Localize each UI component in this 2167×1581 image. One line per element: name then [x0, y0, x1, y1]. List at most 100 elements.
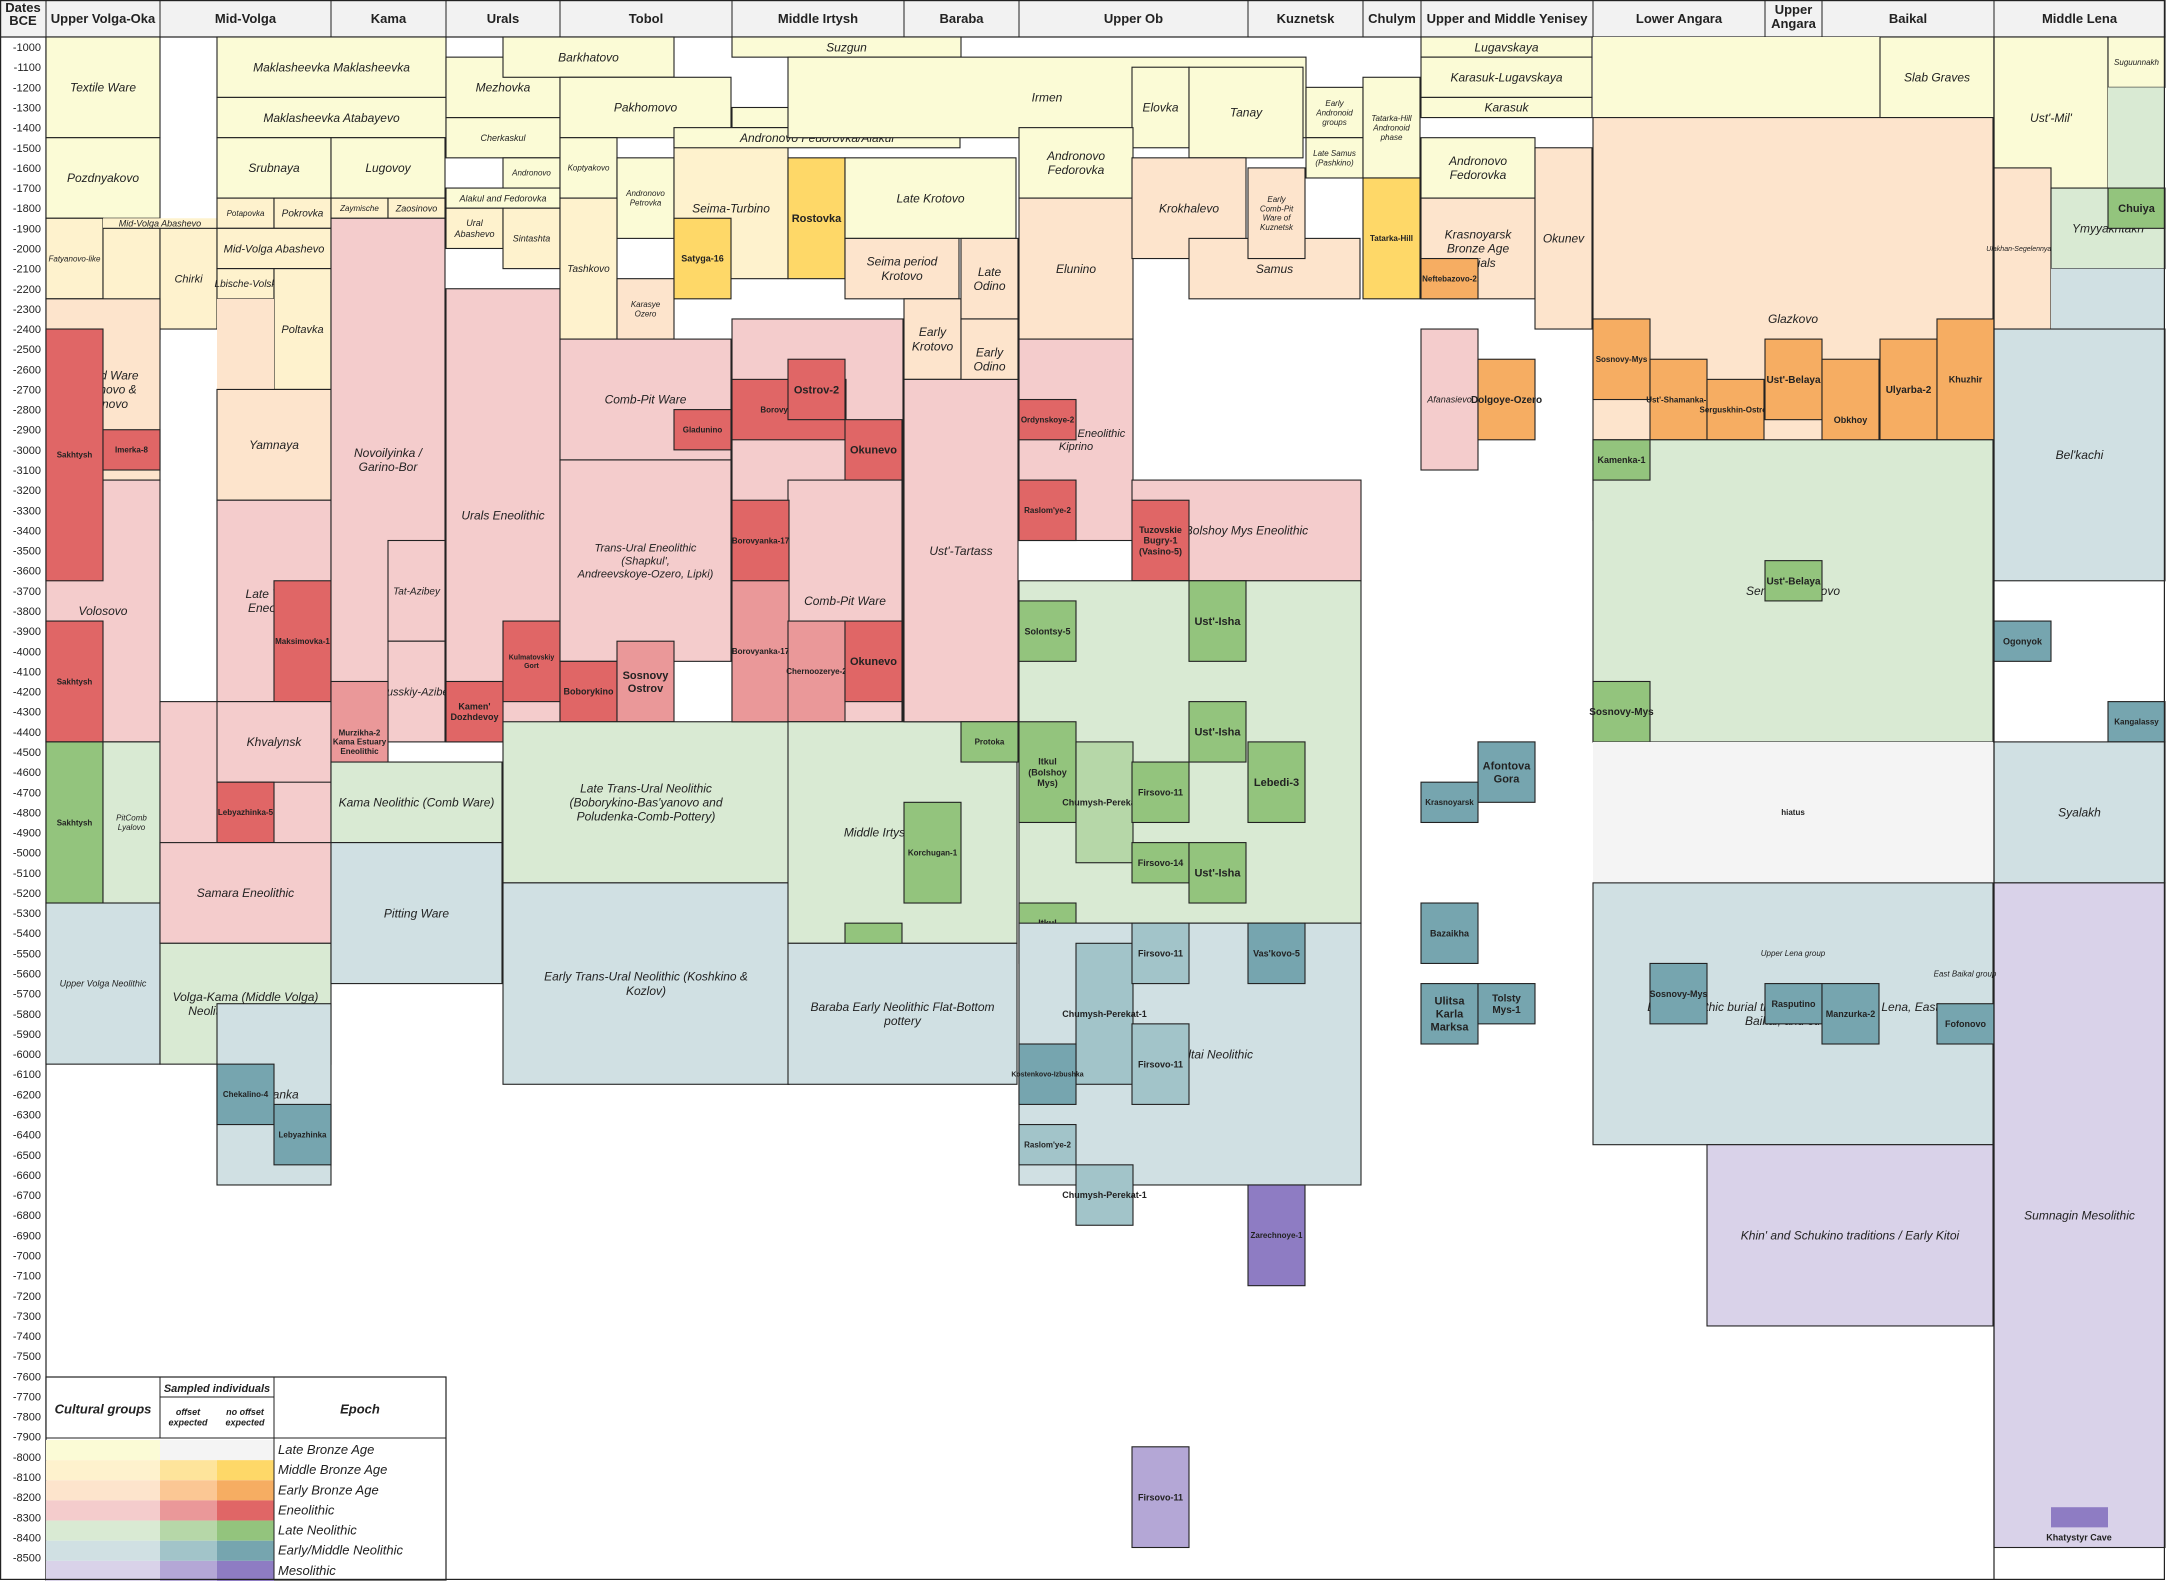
culture-block [45, 620, 104, 743]
culture-label: Lugavskaya [1474, 40, 1538, 54]
culture-block [1420, 96, 1593, 119]
culture-label: Early Trans-Ural Neolithic (Koshkino & Ko… [544, 970, 748, 998]
culture-block [45, 741, 104, 904]
axis-tick-label: -6000 [13, 1049, 41, 1061]
culture-label: Cherkaskul [480, 133, 526, 143]
axis-tick-label: -4400 [13, 727, 41, 739]
culture-label: Comb-Pit Ware [605, 393, 687, 407]
site-label: Sosnovy-Mys [1596, 355, 1648, 364]
culture-block [616, 278, 675, 340]
culture-block [1247, 167, 1306, 260]
site-label: Sosnovy-Mys [1649, 989, 1707, 999]
culture-block [387, 640, 446, 743]
axis-tick-label: -1100 [14, 62, 41, 74]
site-label: Ust'-Belaya [1766, 375, 1821, 386]
axis-tick-label: -8400 [13, 1532, 41, 1544]
legend-swatch-group [46, 1480, 160, 1501]
site-label: Ordynskoye-2 [1021, 415, 1075, 424]
culture-block [159, 842, 332, 944]
axis-tick-label: -7600 [13, 1371, 41, 1383]
site-label: Khuzhir [1949, 375, 1983, 385]
axis-tick-label: -2600 [13, 364, 41, 376]
axis-tick-label: -5300 [13, 908, 41, 920]
axis-tick-label: -2800 [13, 405, 41, 417]
culture-block [216, 388, 332, 501]
legend-swatch-offset [160, 1540, 217, 1561]
culture-block [559, 197, 618, 340]
culture-block [787, 620, 846, 723]
site-label: Ust'-Belaya [1766, 576, 1821, 587]
culture-block [273, 268, 332, 390]
culture-label: Early Krotovo [912, 325, 954, 353]
culture-block [1592, 680, 1651, 743]
header-bar [0, 0, 2166, 38]
site-label: Rostovka [792, 213, 842, 225]
site-label: Ulitsa Karla Marksa [1431, 996, 1470, 1034]
site-label: Sakhtysh [57, 818, 93, 827]
culture-label: Late Samus (Pashkino) [1313, 149, 1356, 167]
culture-block [1649, 962, 1708, 1025]
culture-block [1131, 922, 1190, 985]
culture-block [559, 459, 732, 662]
axis-tick-label: -4300 [13, 707, 41, 719]
culture-block [1420, 983, 1479, 1045]
axis-tick-label: -3200 [13, 485, 41, 497]
date-axis: -1000 -1100 -1200 -1300 -1400 -1500 -1600 -1700… [13, 37, 47, 1580]
site-label: Boborykino [563, 687, 614, 697]
culture-block [673, 217, 732, 300]
culture-block [1879, 36, 1995, 119]
region-header: Middle Lena [2042, 11, 2118, 26]
culture-label: Early Andronoid groups [1315, 99, 1353, 127]
site-label: Chumysh-Perekat-1 [1062, 797, 1147, 807]
culture-block [216, 781, 275, 844]
axis-tick-label: -7000 [13, 1250, 41, 1262]
axis-tick-label: -6300 [13, 1109, 41, 1121]
culture-label: Andronovo [511, 169, 551, 178]
culture-block [1593, 741, 1993, 883]
culture-label: Russkiy-Azibey [379, 686, 456, 698]
culture-block [1075, 741, 1134, 864]
axis-tick-label: -6700 [13, 1190, 41, 1202]
culture-block [216, 1063, 275, 1126]
culture-label: Novoilyinka / Garino-Bor [354, 446, 424, 474]
culture-block [445, 117, 561, 159]
culture-label: Karasuk-Lugavskaya [1450, 70, 1562, 84]
culture-label: Ural Abashevo [453, 218, 494, 239]
culture-label: Yamnaya [249, 438, 299, 452]
legend-swatch-no-offset [217, 1540, 274, 1561]
legend-swatch-offset [160, 1480, 217, 1501]
culture-block [960, 721, 1019, 763]
culture-block [1420, 56, 1593, 98]
axis-tick-label: -6200 [13, 1089, 41, 1101]
site-label: Manzurka-2 [1826, 1009, 1876, 1019]
site-label: Neftebazovo-2 [1422, 274, 1477, 283]
culture-label: Elunino [1056, 262, 1096, 276]
axis-tick-label: -5200 [13, 888, 41, 900]
culture-label: Textile Ware [70, 81, 136, 95]
site-label: Sakhtysh [57, 677, 93, 686]
site-label: Okunevo [850, 656, 897, 668]
culture-block [1821, 983, 1880, 1045]
annotation-label: Upper Lena group [1761, 949, 1826, 958]
axis-tick-label: -1700 [13, 183, 41, 195]
legend-swatch-group [46, 1540, 160, 1561]
site-label: Raslom'ye-2 [1024, 506, 1071, 515]
culture-block [1247, 741, 1306, 824]
site-label: Kulmatovskiy Gort [509, 655, 555, 670]
site-label: Gladunino [683, 426, 723, 435]
site-label: Sakhtysh [57, 451, 93, 460]
site-label: Sosnovy-Mys [1589, 707, 1654, 718]
site-label: Satyga-16 [681, 254, 724, 264]
legend-title-sampled: Sampled individuals [164, 1383, 270, 1395]
culture-label: Maklasheevka Atabayevo [263, 111, 400, 125]
culture-block [1305, 86, 1364, 139]
axis-tick-label: -3000 [13, 445, 41, 457]
culture-block [559, 137, 618, 199]
site-label: Chumysh-Perekat-1 [1062, 1190, 1147, 1200]
culture-block [45, 36, 161, 139]
culture-label: Samara Eneolithic [197, 886, 294, 900]
culture-block [1477, 983, 1536, 1025]
culture-label: Ust'-Tartass [929, 544, 992, 558]
site-label: Ostrov-2 [794, 384, 839, 396]
